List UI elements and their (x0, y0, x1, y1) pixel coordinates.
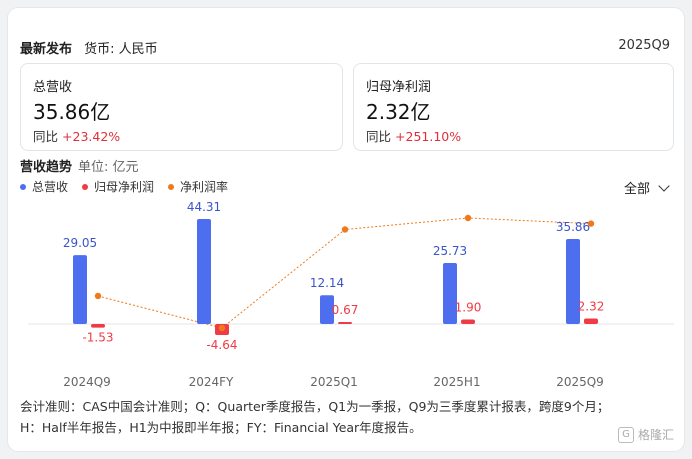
legend-dot-margin (168, 183, 175, 190)
kpi-label: 总营收 (33, 80, 73, 95)
revenue-data-label: 25.73 (433, 244, 467, 258)
revenue-bar[interactable] (566, 239, 580, 324)
margin-point[interactable] (464, 214, 472, 222)
note-line-1: 会计准则：CAS中国会计准则；Q：Quarter季度报告，Q1为一季报，Q9为三… (20, 399, 610, 414)
revenue-trend-chart: 29.05 -1.53 2024Q9 44.31 -4.64 2024FY 12.14 0.6… (28, 200, 674, 389)
accounting-note: 会计准则：CAS中国会计准则；Q：Quarter季度报告，Q1为一季报，Q9为三… (20, 396, 680, 438)
revenue-bar[interactable] (73, 255, 87, 324)
yoy-label: 同比 (366, 129, 392, 144)
kpi-value: 2.32亿 (366, 100, 431, 124)
yoy-change: +251.10% (395, 129, 462, 144)
kpi-value: 35.86亿 (33, 100, 111, 124)
margin-point[interactable] (341, 226, 349, 233)
x-tick-label: 2025Q9 (556, 375, 604, 389)
yoy-label: 同比 (33, 129, 59, 144)
report-header: 最新发布 货币: 人民币 (20, 38, 158, 57)
kpi-yoy: 同比 +23.42% (33, 126, 120, 145)
x-tick-label: 2025H1 (433, 375, 480, 389)
kpi-revenue-card: 总营收 35.86亿 同比 +23.42% (20, 63, 343, 151)
revenue-data-label: 35.86 (556, 220, 590, 234)
legend-label: 总营收 (32, 180, 69, 194)
kpi-label: 归母净利润 (366, 80, 432, 95)
x-tick-label: 2025Q1 (310, 375, 358, 389)
yoy-change: +23.42% (62, 129, 121, 144)
currency-label: 货币: 人民币 (84, 42, 158, 57)
trend-unit: 单位: 亿元 (78, 160, 139, 175)
chevron-down-icon (658, 179, 670, 192)
legend-dot-profit (82, 183, 89, 190)
revenue-data-label: 12.14 (310, 276, 344, 290)
profit-data-label: 0.67 (332, 303, 359, 317)
legend-item-margin[interactable]: 净利润率 (168, 178, 228, 195)
filter-label: 全部 (623, 182, 650, 197)
profit-bar[interactable] (461, 319, 475, 324)
profit-data-label: 2.32 (578, 300, 605, 314)
watermark-text: 格隆汇 (637, 428, 674, 442)
legend-dot-revenue (20, 183, 26, 190)
profit-bar[interactable] (91, 324, 105, 328)
trend-title: 营收趋势 (20, 160, 73, 175)
period-label: 2025Q9 (618, 38, 670, 53)
x-tick-label: 2024Q9 (63, 375, 111, 389)
margin-point[interactable] (218, 324, 226, 332)
profit-bar[interactable] (338, 322, 352, 324)
revenue-data-label: 44.31 (187, 200, 221, 214)
profit-data-label: -1.53 (82, 331, 113, 345)
period-filter-dropdown[interactable]: 全部 (623, 178, 670, 197)
legend-label: 净利润率 (180, 180, 229, 194)
legend-item-revenue[interactable]: 总营收 (20, 178, 68, 195)
profit-data-label: 1.90 (455, 300, 482, 314)
margin-point[interactable] (587, 220, 595, 227)
kpi-profit-card: 归母净利润 2.32亿 同比 +251.10% (353, 63, 674, 151)
revenue-bar[interactable] (320, 295, 334, 324)
chart-legend: 总营收 归母净利润 净利润率 (20, 178, 228, 195)
x-tick-label: 2024FY (189, 375, 234, 389)
legend-item-profit[interactable]: 归母净利润 (82, 178, 154, 195)
legend-label: 归母净利润 (94, 180, 155, 194)
latest-release-title: 最新发布 (20, 42, 73, 57)
brand-logo-icon: G (617, 426, 634, 443)
kpi-yoy: 同比 +251.10% (366, 126, 461, 145)
note-line-2: H：Half半年报告，H1为中报即半年报；FY：Financial Year年度… (20, 420, 422, 435)
watermark: G 格隆汇 (617, 426, 674, 443)
margin-point[interactable] (94, 292, 102, 300)
profit-data-label: -4.64 (206, 338, 237, 352)
profit-bar[interactable] (584, 318, 598, 324)
trend-section-title: 营收趋势 单位: 亿元 (20, 156, 139, 175)
revenue-data-label: 29.05 (63, 236, 97, 250)
report-card: 最新发布 货币: 人民币 2025Q9 总营收 35.86亿 同比 +23.42%… (8, 8, 684, 451)
revenue-bar[interactable] (443, 263, 457, 324)
revenue-bar[interactable] (197, 218, 211, 324)
